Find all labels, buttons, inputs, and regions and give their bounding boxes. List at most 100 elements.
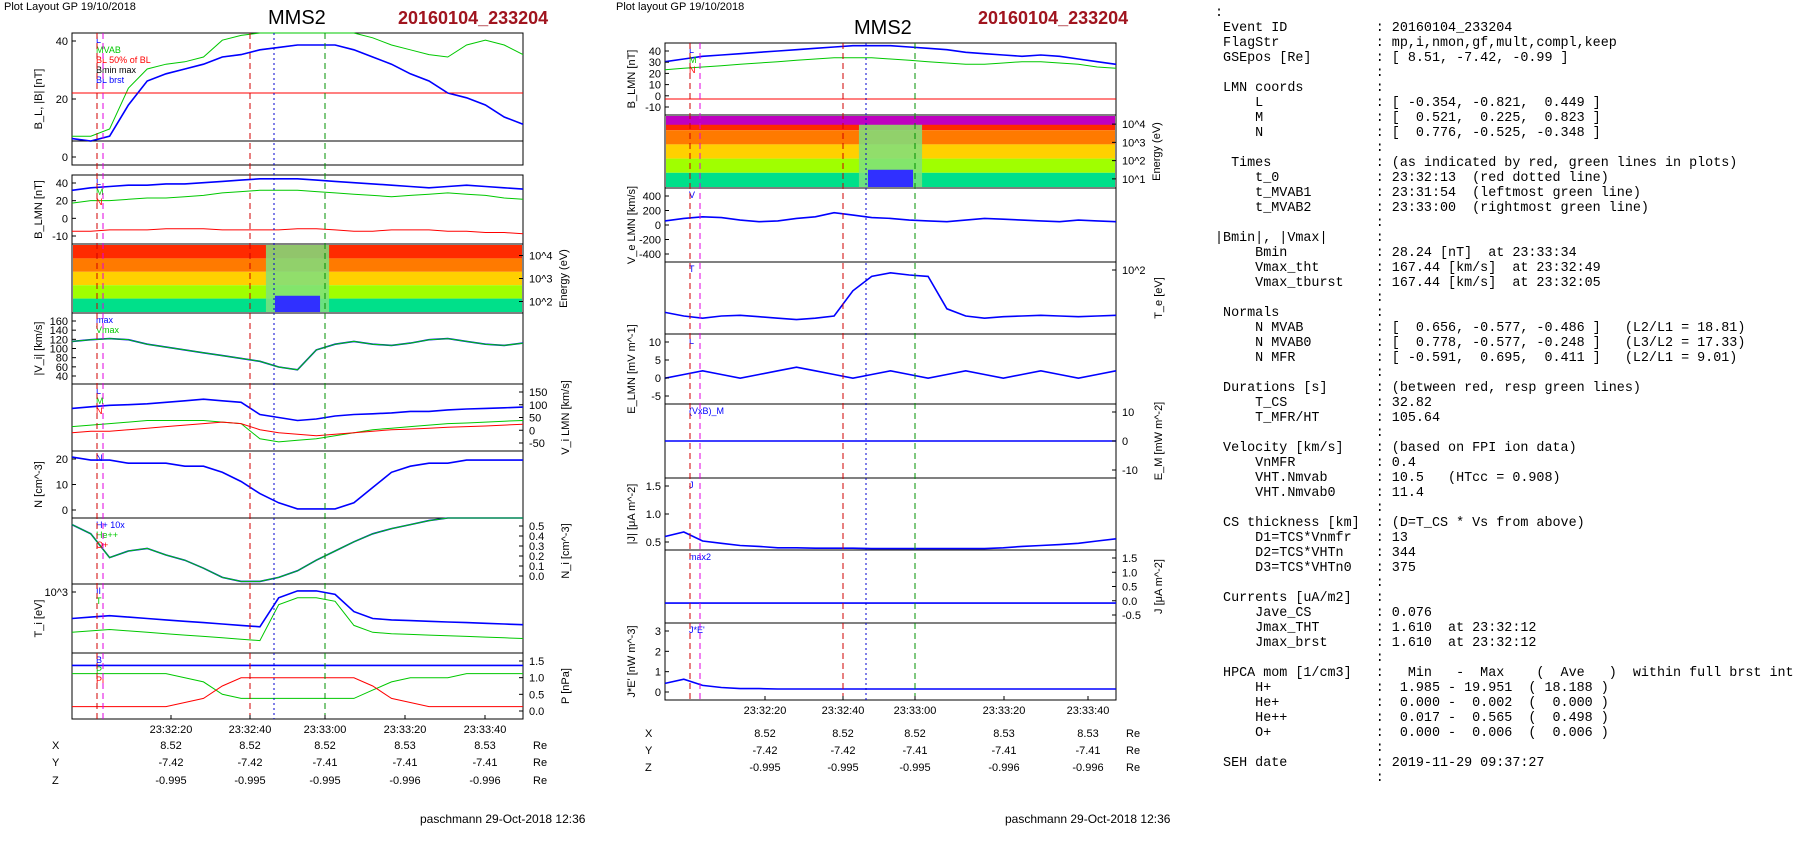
position-value: -0.995 (899, 762, 930, 774)
position-value: -0.995 (234, 775, 265, 787)
position-value: -7.42 (237, 757, 262, 769)
time-tick-label: 23:32:40 (822, 705, 865, 717)
y-tick-label: 20 (56, 94, 68, 106)
y-tick-label: -5 (651, 391, 661, 403)
y-tick-label: 0.5 (529, 521, 544, 533)
legend-entry: T (96, 596, 102, 606)
y-tick-label: 30 (649, 57, 661, 69)
series-line-pi (72, 677, 523, 708)
y-axis-label: Energy (eV) (558, 249, 570, 308)
y-tick-label: 10^2 (1122, 265, 1146, 277)
y-tick-label: 20 (56, 196, 68, 208)
position-row-label: X (645, 728, 653, 740)
legend-entry: (VxB)_M (689, 406, 724, 416)
mid-header: Plot layout GP 19/10/2018 (616, 1, 745, 13)
legend-entry: N (96, 453, 103, 463)
legend-entry: Vmax (96, 325, 120, 335)
time-tick-label: 23:33:40 (464, 724, 507, 736)
position-unit: Re (1126, 745, 1140, 757)
position-value: -0.995 (749, 762, 780, 774)
y-tick-label: 0 (655, 373, 661, 385)
legend-entry: He++ (96, 530, 118, 540)
panel-frame (71, 383, 524, 452)
y-tick-label: 10^1 (1122, 174, 1146, 186)
y-tick-label: 10^3 (44, 587, 68, 599)
time-tick-label: 23:32:20 (150, 724, 193, 736)
position-value: -7.41 (472, 757, 497, 769)
legend-entry: J*E' (689, 625, 705, 635)
time-tick-label: 23:32:40 (229, 724, 272, 736)
series-line-j (664, 531, 1117, 550)
y-axis-label: T_e [eV] (1153, 277, 1165, 319)
y-tick-label: 0 (529, 425, 535, 437)
position-value: 8.52 (314, 740, 335, 752)
series-line-l (71, 178, 524, 192)
panel-frame (71, 517, 524, 585)
panel-frame (71, 32, 524, 166)
y-tick-label: 1.5 (529, 656, 544, 668)
legend-entry: N (96, 197, 103, 207)
time-tick-label: 23:32:20 (744, 705, 787, 717)
y-axis-label: B_LMN [nT] (626, 50, 638, 109)
y-tick-label: 0 (1122, 436, 1128, 448)
event-info-panel: : Event ID : 20160104_233204 FlagStr : m… (1215, 6, 1794, 786)
mid-footer: paschmann 29-Oct-2018 12:36 (1005, 812, 1171, 826)
y-tick-label: 20 (56, 454, 68, 466)
panel-frame (664, 549, 1117, 624)
series-line-m (71, 420, 524, 443)
position-row-label: Z (52, 775, 59, 787)
y-tick-label: 0 (655, 687, 661, 699)
y-tick-label: -50 (529, 438, 545, 450)
y-tick-label: 10 (56, 480, 68, 492)
time-tick-label: 23:33:20 (983, 705, 1026, 717)
position-unit: Re (533, 740, 547, 752)
y-tick-label: 0 (655, 91, 661, 103)
y-tick-label: -200 (639, 235, 661, 247)
legend-entry: M (689, 55, 697, 65)
y-tick-label: 5 (655, 355, 661, 367)
y-tick-label: 120 (50, 334, 68, 346)
y-tick-label: -0.5 (1122, 610, 1141, 622)
left-event-id: 20160104_233204 (398, 8, 549, 28)
y-tick-label: 0.0 (529, 706, 544, 718)
y-tick-label: 40 (56, 36, 68, 48)
y-axis-label: N [cm^-3] (33, 461, 45, 508)
series-line-n (71, 456, 523, 510)
legend-entry: BL brst (96, 75, 125, 85)
spectrogram-top (666, 116, 1115, 125)
position-value: -0.996 (988, 762, 1019, 774)
y-tick-label: 60 (56, 362, 68, 374)
y-axis-label: V_e LMN [km/s] (626, 186, 638, 264)
position-value: -7.42 (752, 745, 777, 757)
legend-entry: Bmin max (96, 65, 137, 75)
y-tick-label: 80 (56, 353, 68, 365)
position-value: 8.53 (474, 740, 495, 752)
y-axis-label: E_M [mW m^-2] (1153, 402, 1165, 481)
series-line-v (664, 211, 1117, 223)
position-value: -0.995 (309, 775, 340, 787)
legend-entry: O+ (96, 540, 108, 550)
position-row-label: X (52, 740, 60, 752)
legend-entry: N (689, 65, 696, 75)
y-tick-label: 0.1 (529, 561, 544, 573)
position-value: 8.53 (394, 740, 415, 752)
y-tick-label: 0.0 (1122, 596, 1137, 608)
y-tick-label: 1.5 (1122, 553, 1137, 565)
y-tick-label: 2 (655, 646, 661, 658)
position-value: -0.995 (155, 775, 186, 787)
y-tick-label: 10 (649, 80, 661, 92)
y-tick-label: 0 (655, 220, 661, 232)
position-unit: Re (533, 775, 547, 787)
y-tick-label: -400 (639, 249, 661, 261)
series-line-t (71, 597, 524, 642)
legend-entry: L (96, 35, 101, 45)
position-value: -7.41 (312, 757, 337, 769)
y-tick-label: 10^3 (1122, 137, 1146, 149)
position-value: -7.41 (991, 745, 1016, 757)
y-axis-label: B_LMN [nT] (33, 180, 45, 239)
left-header: Plot Layout GP 19/10/2018 (4, 1, 136, 13)
y-tick-label: 0 (62, 505, 68, 517)
y-tick-label: 10 (649, 337, 661, 349)
y-tick-label: 160 (50, 316, 68, 328)
